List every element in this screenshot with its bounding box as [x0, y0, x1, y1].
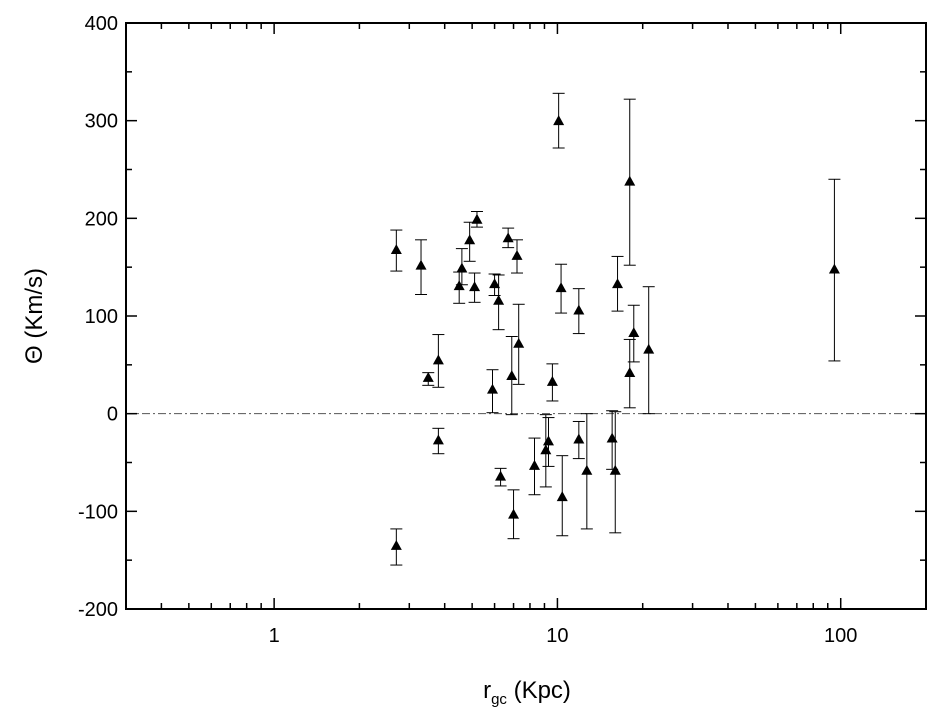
y-tick-label: 300 — [85, 111, 118, 133]
x-tick-label-layer: 1 10 100 — [269, 625, 858, 647]
data-point-triangle — [573, 433, 585, 444]
y-axis-title-unit: (Km/s) — [21, 268, 48, 345]
data-point-triangle — [540, 444, 552, 455]
data-point-triangle — [528, 459, 540, 470]
data-point-triangle — [415, 259, 427, 270]
data-point-triangle — [464, 234, 476, 245]
data-point-triangle — [487, 383, 499, 394]
data-point-triangle — [432, 354, 444, 365]
data-point-triangle — [506, 370, 518, 380]
data-point-triangle — [453, 280, 465, 291]
x-axis-title: rgc (Kpc) — [483, 677, 571, 708]
y-tick-label: 100 — [85, 306, 118, 328]
data-point-triangle — [624, 175, 636, 186]
errorbar-layer — [390, 92, 841, 566]
data-point-triangle — [456, 262, 468, 273]
x-axis-title-main: r — [483, 677, 491, 704]
data-point-triangle — [508, 508, 520, 519]
y-tick-label: 200 — [85, 208, 118, 230]
x-tick-label: 1 — [269, 625, 280, 647]
x-tick-label: 10 — [546, 625, 568, 647]
data-point-triangle — [390, 540, 402, 550]
data-point-triangle — [643, 343, 655, 354]
data-point-triangle — [432, 434, 444, 445]
data-point-triangle — [612, 278, 624, 289]
x-tick-label: 100 — [824, 625, 857, 647]
data-point-triangle — [609, 464, 621, 475]
data-point-triangle — [556, 491, 568, 502]
data-point-triangle — [628, 327, 640, 338]
y-tick-label-layer: -200 -100 0 100 200 300 400 — [78, 13, 118, 621]
data-point-layer — [390, 115, 840, 550]
data-point-triangle — [828, 263, 840, 274]
data-point-triangle — [502, 232, 514, 243]
data-point-triangle — [469, 281, 481, 292]
data-point-triangle — [495, 470, 507, 481]
data-point-triangle — [581, 464, 593, 475]
axis-tick-layer — [125, 22, 927, 610]
data-point-triangle — [546, 375, 558, 386]
data-point-triangle — [422, 372, 434, 382]
data-point-triangle — [489, 278, 501, 289]
x-axis-title-unit: (Kpc) — [507, 677, 571, 704]
plot-frame — [125, 22, 927, 610]
data-point-triangle — [493, 294, 505, 305]
data-point-triangle — [390, 244, 402, 254]
data-point-triangle — [511, 249, 523, 260]
data-point-triangle — [542, 435, 554, 446]
data-point-triangle — [513, 337, 525, 348]
data-point-triangle — [471, 213, 483, 224]
data-point-triangle — [553, 115, 565, 126]
y-axis-title: Θ (Km/s) — [21, 268, 48, 364]
y-axis-title-symbol: Θ — [21, 345, 48, 364]
data-point-triangle — [606, 432, 618, 443]
data-point-triangle — [624, 367, 636, 378]
data-point-triangle — [573, 304, 585, 315]
x-axis-title-subscript: gc — [491, 691, 507, 708]
y-tick-label: 400 — [85, 13, 118, 35]
y-tick-label: 0 — [107, 404, 118, 426]
y-tick-label: -100 — [78, 501, 118, 523]
data-point-triangle — [555, 282, 567, 293]
y-tick-label: -200 — [78, 599, 118, 621]
